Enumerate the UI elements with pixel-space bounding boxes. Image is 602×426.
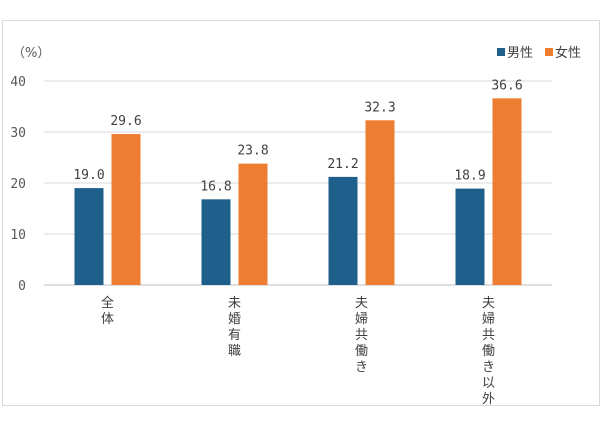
bar-male xyxy=(328,176,358,285)
y-tick-label: 30 xyxy=(10,126,26,141)
data-labels-layer: 19.0 29.6 16.8 23.8 21.2 32.3 18.9 36.6 xyxy=(73,78,522,194)
y-tick-label: 20 xyxy=(10,177,26,192)
legend-label: 女性 xyxy=(555,45,581,61)
data-label: 23.8 xyxy=(237,144,268,159)
y-unit-label: （%） xyxy=(12,46,50,61)
data-label: 32.3 xyxy=(364,100,395,115)
bars-layer xyxy=(74,98,522,286)
data-label: 29.6 xyxy=(110,114,141,129)
legend-swatch xyxy=(497,48,505,56)
data-label: 16.8 xyxy=(200,179,231,194)
bar-male xyxy=(201,199,231,285)
bar-female xyxy=(111,134,141,285)
y-tick-label: 40 xyxy=(10,75,26,90)
data-label: 21.2 xyxy=(327,157,358,172)
category-label: 夫婦共働き以外 xyxy=(482,296,495,407)
category-label: 未婚有職 xyxy=(228,296,241,359)
legend-label: 男性 xyxy=(507,46,533,61)
bar-male xyxy=(455,188,485,285)
y-tick-label: 10 xyxy=(10,228,26,243)
y-axis: 0 10 20 30 40 xyxy=(10,75,26,294)
data-label: 36.6 xyxy=(491,78,522,93)
bar-female xyxy=(492,98,522,285)
data-label: 19.0 xyxy=(73,168,104,183)
bar-female xyxy=(365,120,395,286)
legend: 男性 女性 xyxy=(497,45,581,61)
category-label: 全体 xyxy=(101,295,114,327)
bar-male xyxy=(74,188,104,285)
data-label: 18.9 xyxy=(454,169,485,184)
category-label: 夫婦共働き xyxy=(355,296,368,375)
y-tick-label: 0 xyxy=(18,279,26,294)
legend-swatch xyxy=(545,48,553,56)
bar-female xyxy=(238,163,268,285)
x-axis: 全体 未婚有職 夫婦共働き 夫婦共働き以外 xyxy=(101,295,495,407)
